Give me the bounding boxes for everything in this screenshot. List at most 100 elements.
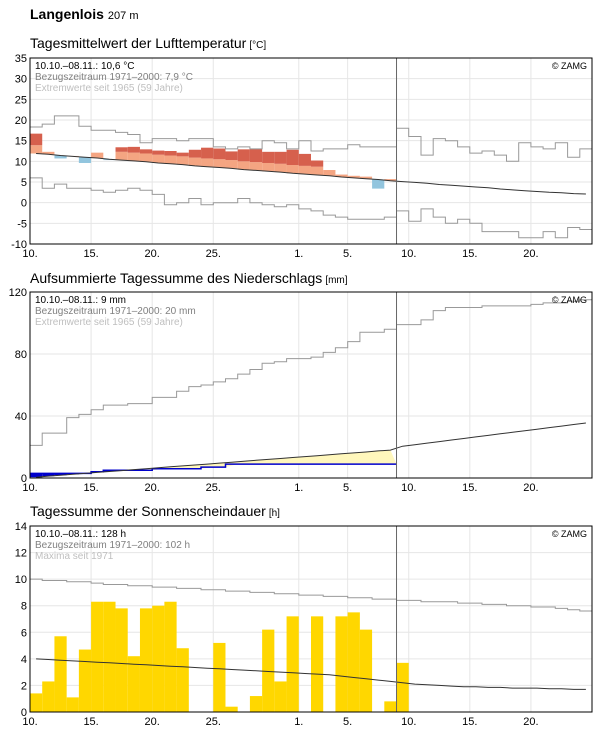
temp-bar-above [347, 175, 360, 178]
station-header: Langenlois 207 m [30, 6, 138, 22]
precip-surplus-bar [54, 473, 67, 476]
temp-bar-above-strong [298, 153, 311, 166]
sun-x-tick-label: 10. [401, 716, 416, 728]
sun-bar [347, 612, 360, 712]
precip-x-tick-label: 10. [401, 482, 416, 494]
sun-x-tick-label: 20. [523, 716, 538, 728]
temp-bar-above [274, 163, 287, 173]
sun-bar [311, 616, 324, 712]
temp-bar-above [30, 145, 43, 154]
temp-bar-above [188, 157, 202, 166]
temp-bar-above-strong [30, 133, 43, 146]
temp-bar-above-strong [152, 150, 165, 155]
temp-bar-above-strong [188, 149, 202, 158]
temperature-chart-title: Tagesmittelwert der Lufttemperatur [°C] [30, 35, 266, 51]
sun-bar [225, 706, 238, 712]
temp-bar-above [225, 160, 238, 169]
precip-y-tick-label: 40 [15, 411, 27, 423]
sun-y-tick-label: 6 [21, 627, 27, 639]
sun-x-tick-label: 25. [206, 716, 221, 728]
temp-y-tick-label: -5 [17, 218, 27, 230]
sun-y-tick-label: 0 [21, 707, 27, 719]
temp-y-tick-label: 5 [21, 177, 27, 189]
precip-y-tick-label: 0 [21, 473, 27, 485]
temp-bar-above-strong [237, 149, 250, 162]
temp-y-tick-label: 10 [15, 156, 27, 168]
temp-bar-above-strong [286, 149, 299, 166]
sun-x-tick-label: 10. [22, 716, 37, 728]
precip-x-tick-label: 15. [462, 482, 477, 494]
temp-min-extreme-line [30, 177, 592, 239]
precipitation-chart-title: Aufsummierte Tagessumme des Niederschlag… [30, 270, 348, 286]
sun-bar [66, 697, 79, 712]
sun-y-tick-label: 14 [15, 521, 27, 533]
precip-info-period: 10.10.–08.11.: 9 mm [35, 295, 126, 306]
temp-y-tick-label: 25 [15, 94, 27, 106]
station-altitude: 207 m [107, 10, 139, 22]
sun-bar [249, 696, 263, 712]
temp-bar-above [286, 165, 299, 174]
temp-bar-above [164, 155, 177, 164]
temp-y-tick-label: 30 [15, 74, 27, 86]
sun-bar [359, 629, 373, 712]
temp-bar-above [249, 162, 263, 171]
precip-x-tick-label: 25. [206, 482, 221, 494]
temp-bar-above [91, 152, 104, 159]
sun-bar [176, 648, 189, 712]
temp-bar-above-strong [115, 147, 128, 152]
sun-bar [30, 693, 43, 712]
temp-bar-above [335, 174, 348, 178]
precip-plot-frame [29, 291, 593, 479]
temp-bar-above-strong [176, 152, 189, 157]
precip-info-reference: Bezugszeitraum 1971–2000: 20 mm [35, 306, 196, 317]
sun-y-tick-label: 12 [15, 548, 27, 560]
temp-bar-below [54, 155, 67, 159]
precip-x-tick-label: 5. [343, 482, 352, 494]
temp-bar-above-strong [311, 160, 324, 167]
temp-bar-above [176, 156, 189, 165]
temp-x-tick-label: 20. [523, 248, 538, 260]
precip-info-extremes: Extremwerte seit 1965 (59 Jahre) [35, 317, 183, 328]
sun-x-tick-label: 15. [462, 716, 477, 728]
sun-bar [78, 649, 92, 712]
sun-bar [42, 681, 55, 712]
temperature-unit: [°C] [249, 40, 267, 51]
temperature-title-text: Tagesmittelwert der Lufttemperatur [30, 35, 247, 51]
temp-bar-above-strong [274, 151, 287, 164]
precipitation-title-text: Aufsummierte Tagessumme des Niederschlag… [30, 270, 323, 286]
temp-bar-above [213, 159, 226, 168]
temp-x-tick-label: 10. [22, 248, 37, 260]
temp-bar-below [78, 157, 92, 163]
temp-bar-above-strong [127, 146, 140, 153]
temp-bar-above [298, 165, 311, 175]
temp-bar-above-strong [139, 149, 153, 154]
temp-info-period: 10.10.–08.11.: 10,6 °C [35, 61, 134, 72]
temp-bar-above [139, 153, 153, 162]
temp-y-tick-label: 15 [15, 136, 27, 148]
temp-max-extreme-line [30, 115, 592, 162]
temp-bar-below [372, 179, 385, 189]
temp-info-reference: Bezugszeitraum 1971–2000: 7,9 °C [35, 72, 193, 83]
sun-bar [164, 601, 177, 712]
sun-bar [286, 616, 299, 712]
precip-surplus-bar [30, 473, 43, 478]
sun-y-tick-label: 2 [21, 680, 27, 692]
precip-copyright: © ZAMG [552, 295, 587, 305]
sun-y-tick-label: 10 [15, 574, 27, 586]
sun-bar [396, 662, 409, 712]
sun-bar [139, 608, 153, 712]
temp-bar-above [311, 166, 324, 175]
temp-bar-above-strong [225, 151, 238, 161]
sun-bar [384, 701, 397, 712]
sun-copyright: © ZAMG [552, 529, 587, 539]
temp-info-extremes: Extremwerte seit 1965 (59 Jahre) [35, 83, 183, 94]
sun-bar [127, 656, 140, 712]
precip-normal-line [36, 422, 586, 478]
sun-y-tick-label: 4 [21, 654, 27, 666]
temp-bar-above [127, 152, 140, 161]
temp-y-tick-label: -10 [11, 239, 27, 251]
temp-x-tick-label: 5. [343, 248, 352, 260]
sun-normal-line [36, 658, 586, 690]
precip-cumulative-line [30, 463, 397, 475]
